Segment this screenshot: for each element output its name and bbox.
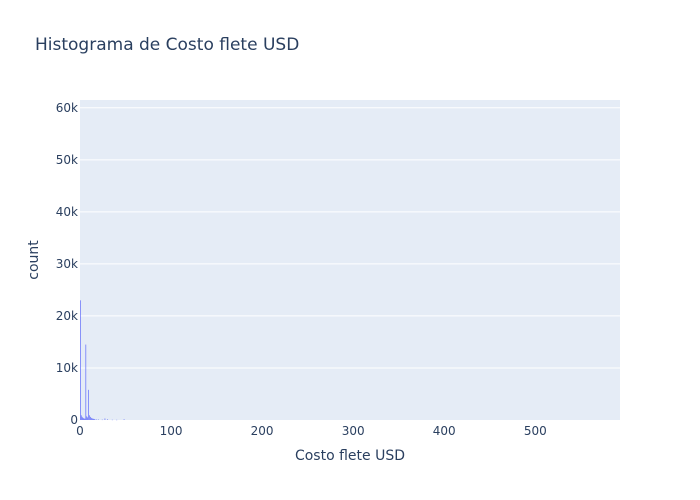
histogram-bar	[85, 344, 87, 420]
bars	[80, 300, 125, 421]
histogram-bar	[116, 419, 118, 421]
y-tick-label: 20k	[56, 309, 78, 323]
histogram-bar	[94, 419, 96, 420]
histogram-bar	[111, 419, 113, 421]
x-tick-label: 200	[251, 424, 274, 438]
x-axis-ticks: 0 100 200 300 400 500	[76, 424, 547, 438]
y-tick-label: 10k	[56, 361, 78, 375]
x-tick-label: 500	[524, 424, 547, 438]
y-tick-label: 50k	[56, 153, 78, 167]
histogram-bar	[86, 416, 88, 420]
y-tick-label: 30k	[56, 257, 78, 271]
histogram-bar	[84, 418, 86, 420]
y-axis-ticks: 0 10k 20k 30k 40k 50k 60k	[56, 101, 78, 427]
histogram-bar	[93, 418, 95, 420]
histogram-bar	[82, 417, 84, 420]
histogram-bar	[87, 417, 88, 420]
x-tick-label: 300	[342, 424, 365, 438]
x-axis-title: Costo flete USD	[295, 448, 405, 464]
histogram-bar	[96, 419, 98, 420]
histogram-bar	[90, 417, 92, 420]
x-tick-label: 0	[76, 424, 84, 438]
histogram-bar	[89, 415, 90, 420]
histogram-bar	[80, 415, 82, 420]
y-tick-label: 40k	[56, 205, 78, 219]
histogram-bar	[90, 416, 91, 420]
histogram-bar	[107, 419, 109, 420]
histogram-bar	[88, 389, 89, 420]
plot-area	[80, 100, 620, 420]
histogram-bar	[123, 419, 125, 420]
x-tick-label: 100	[160, 424, 183, 438]
y-axis-title: count	[26, 240, 42, 280]
histogram-bar	[101, 419, 103, 421]
y-tick-label: 0	[70, 413, 78, 427]
histogram-bar	[91, 418, 93, 420]
histogram-bar	[104, 418, 106, 420]
chart-title: Histograma de Costo flete USD	[35, 35, 299, 55]
histogram-bar	[98, 419, 99, 420]
histogram-bar	[81, 416, 83, 420]
y-tick-label: 60k	[56, 101, 78, 115]
histogram-bar	[92, 418, 94, 420]
x-tick-label: 400	[433, 424, 456, 438]
gridlines	[80, 107, 620, 369]
histogram-bar	[80, 300, 81, 420]
histogram-bar	[83, 418, 85, 420]
